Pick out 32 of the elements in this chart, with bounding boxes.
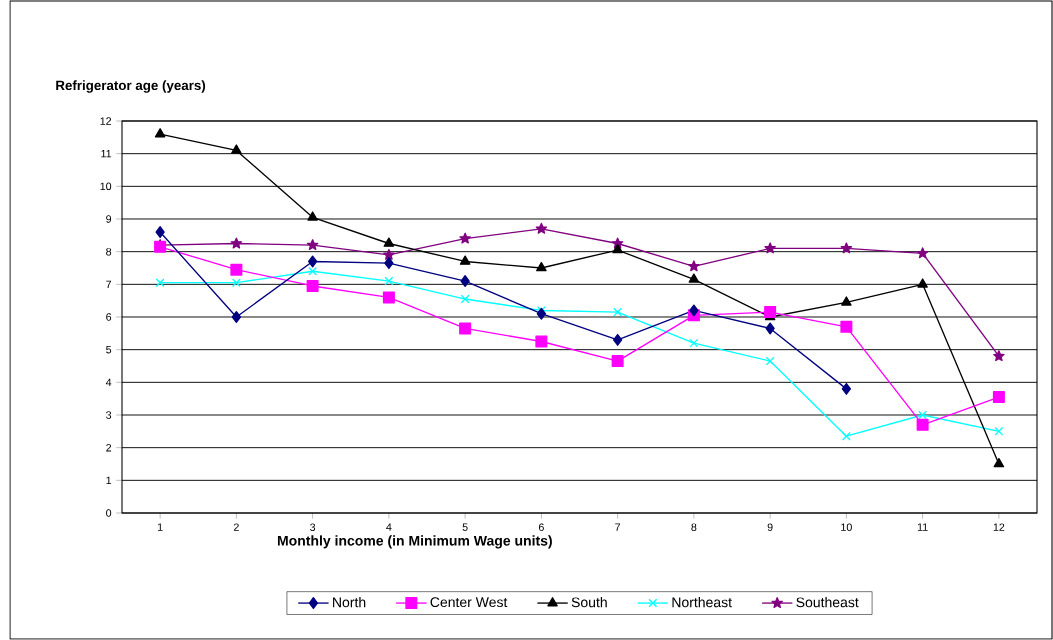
x-tick-label: 4 xyxy=(386,523,392,531)
y-tick-label: 4 xyxy=(105,378,112,386)
y-tick-label: 10 xyxy=(100,182,112,191)
x-tick-label: 8 xyxy=(691,523,697,531)
legend-label: Northeast xyxy=(672,597,732,608)
x-axis-title: Monthly income (in Minimum Wage units) xyxy=(277,535,552,549)
y-tick-label: 5 xyxy=(106,345,112,354)
y-tick-label: 1 xyxy=(106,476,112,484)
x-tick-label: 9 xyxy=(767,523,773,531)
x-tick-label: 1 xyxy=(157,523,163,531)
y-tick-label: 12 xyxy=(100,117,112,125)
x-tick-label: 12 xyxy=(993,523,1005,531)
y-tick-label: 9 xyxy=(106,215,112,223)
legend-label: North xyxy=(333,597,366,608)
x-tick-label: 2 xyxy=(233,523,239,531)
x-tick-label: 5 xyxy=(462,523,468,531)
y-axis-title: Refrigerator age (years) xyxy=(56,80,206,93)
x-tick-label: 11 xyxy=(917,523,928,531)
x-tick-label: 7 xyxy=(615,523,621,531)
y-tick-label: 8 xyxy=(106,247,112,256)
legend-label: Southeast xyxy=(796,597,859,608)
x-tick-label: 10 xyxy=(841,523,852,531)
y-tick-label: 3 xyxy=(106,411,112,419)
x-tick-label: 6 xyxy=(538,523,544,531)
y-tick-label: 7 xyxy=(106,280,112,288)
y-tick-label: 6 xyxy=(106,313,112,321)
y-tick-label: 11 xyxy=(101,149,112,158)
legend-label: Center West xyxy=(430,597,508,608)
y-tick-label: 2 xyxy=(106,443,112,452)
x-tick-label: 3 xyxy=(310,523,316,531)
y-tick-label: 0 xyxy=(106,509,112,517)
legend-label: South xyxy=(571,597,607,608)
